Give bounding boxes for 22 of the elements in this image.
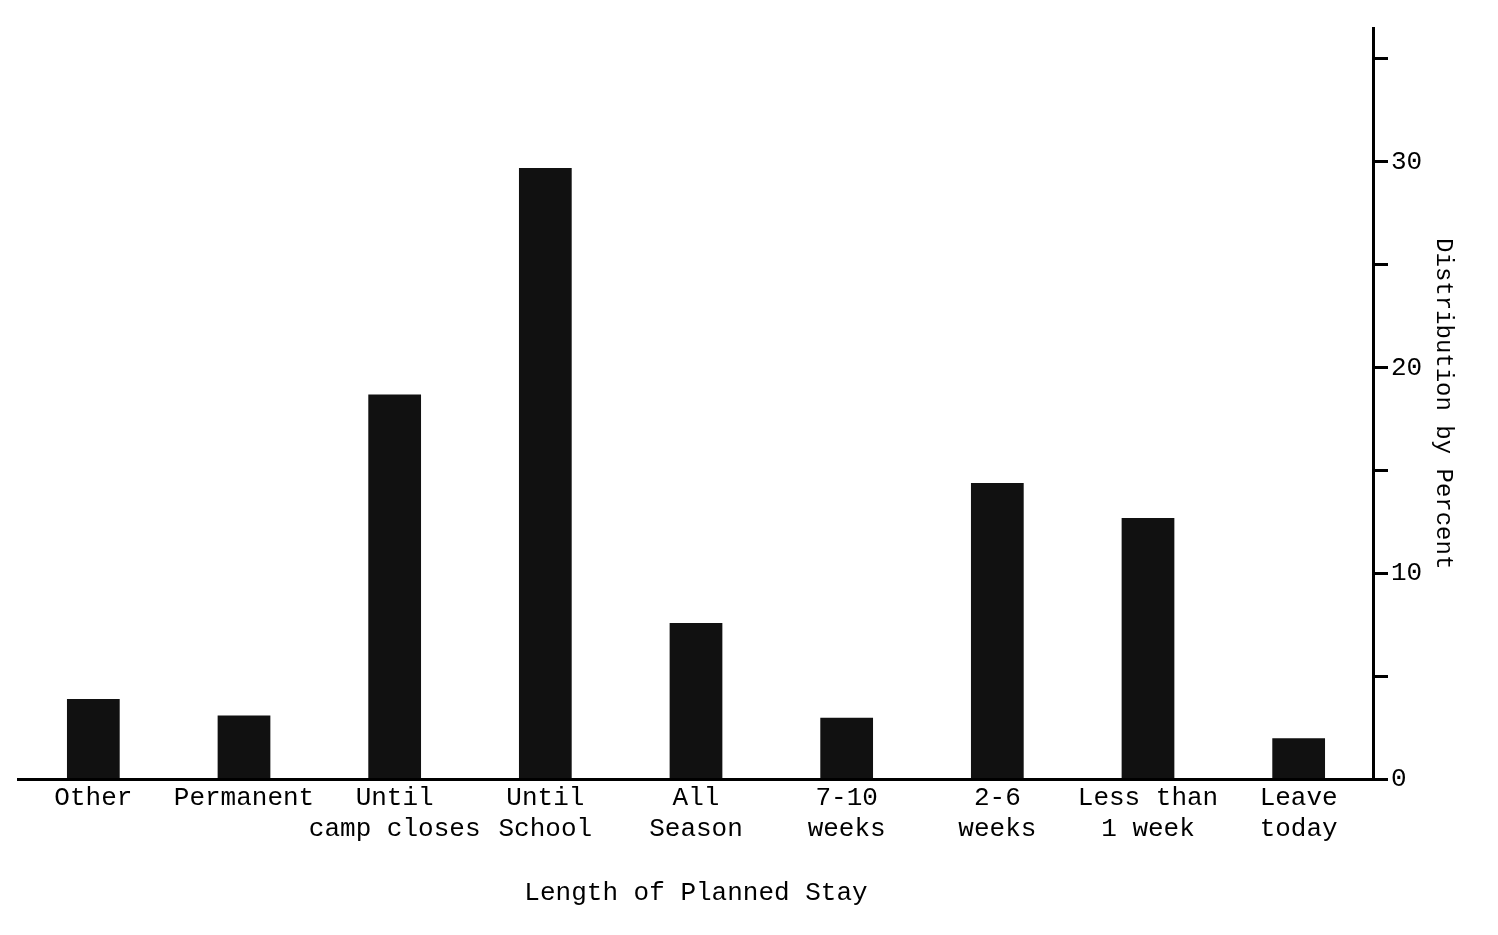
x-tick-label: Leave today: [1259, 782, 1338, 845]
y-tick-label: 30: [1390, 146, 1423, 177]
x-tick-label: Until School: [498, 782, 593, 845]
y-tick-label: 20: [1390, 352, 1423, 383]
bar: [368, 394, 422, 778]
y-axis-title: Distribution by Percent: [1430, 238, 1458, 570]
x-tick-label: All Season: [649, 782, 743, 845]
bar: [66, 699, 120, 778]
x-tick-label: Other: [54, 782, 133, 813]
bar: [1272, 738, 1326, 778]
x-tick-label: 7-10 weeks: [807, 782, 886, 845]
y-tick-label: 10: [1390, 558, 1423, 589]
x-axis-title: Length of Planned Stay: [524, 878, 868, 909]
bar: [518, 167, 572, 778]
bar: [1121, 517, 1175, 778]
x-tick-label: Less than 1 week: [1077, 782, 1219, 845]
bar: [820, 717, 874, 778]
bar: [669, 622, 723, 778]
x-tick-label: 2-6 weeks: [958, 782, 1037, 845]
bar: [970, 482, 1024, 778]
bar: [217, 715, 271, 778]
y-tick-label: 0: [1390, 764, 1407, 795]
